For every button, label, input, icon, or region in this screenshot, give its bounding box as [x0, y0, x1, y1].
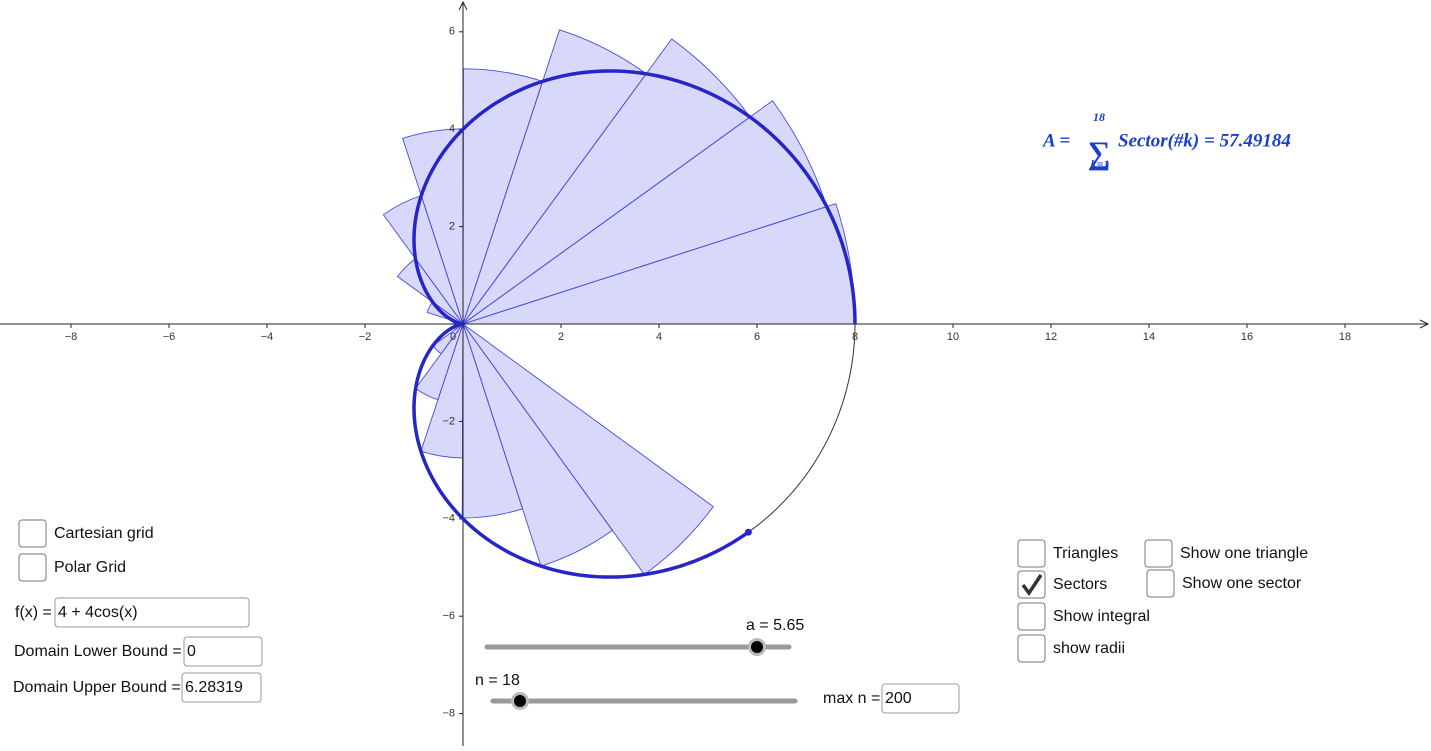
checkbox-label[interactable]: Triangles	[1053, 545, 1118, 562]
x-tick-label: 14	[1143, 331, 1155, 343]
x-tick-label: 6	[754, 331, 760, 343]
input-label: Domain Upper Bound =	[13, 679, 181, 696]
x-tick-label: 18	[1339, 331, 1351, 343]
x-tick-label: 10	[947, 331, 959, 343]
y-tick-label: 6	[449, 26, 455, 38]
y-tick-label: −4	[442, 513, 455, 525]
x-tick-label: −8	[65, 331, 78, 343]
x-tick-label: −4	[261, 331, 274, 343]
input-label: f(x) =	[15, 604, 52, 621]
checkbox[interactable]	[1145, 540, 1172, 567]
x-tick-label: 0	[450, 331, 456, 343]
y-tick-label: 2	[449, 221, 455, 233]
checkbox[interactable]	[1018, 540, 1045, 567]
y-tick-label: −2	[442, 415, 455, 427]
formula-rhs: Sector(#k) = 57.49184	[1118, 130, 1291, 151]
input-value[interactable]: 0	[187, 643, 196, 660]
input-value[interactable]: 6.28319	[185, 679, 243, 696]
checkbox-label[interactable]: Show one sector	[1182, 575, 1302, 592]
checkbox[interactable]	[1147, 570, 1174, 597]
y-tick-label: −8	[442, 708, 455, 720]
formula-lhs: A =	[1042, 130, 1070, 151]
checkbox-label[interactable]: Cartesian grid	[54, 525, 154, 542]
x-tick-label: 4	[656, 331, 662, 343]
checkbox[interactable]	[19, 520, 46, 547]
x-tick-label: 16	[1241, 331, 1253, 343]
input-value[interactable]: 4 + 4cos(x)	[58, 604, 138, 621]
x-tick-label: 12	[1045, 331, 1057, 343]
x-tick-label: −6	[163, 331, 176, 343]
y-tick-label: 4	[449, 123, 455, 135]
slider-label: a = 5.65	[746, 617, 804, 634]
x-tick-label: −2	[359, 331, 372, 343]
checkbox-label[interactable]: Polar Grid	[54, 559, 126, 576]
checkbox-label[interactable]: Show integral	[1053, 608, 1150, 625]
y-tick-label: −6	[442, 610, 455, 622]
checkbox-label[interactable]: show radii	[1053, 640, 1125, 657]
input-value[interactable]: 200	[885, 690, 912, 707]
slider-label: n = 18	[475, 672, 520, 689]
checkbox-label[interactable]: Show one triangle	[1180, 545, 1308, 562]
slider-knob[interactable]	[514, 695, 526, 707]
checkbox[interactable]	[19, 554, 46, 581]
curve-point	[745, 529, 752, 536]
input-label: max n =	[823, 690, 880, 707]
input-label: Domain Lower Bound =	[14, 643, 182, 660]
formula-lower: k=1	[1091, 157, 1110, 171]
checkbox[interactable]	[1018, 603, 1045, 630]
checkbox-label[interactable]: Sectors	[1053, 576, 1107, 593]
checkbox[interactable]	[1018, 635, 1045, 662]
formula-upper: 18	[1093, 110, 1105, 124]
slider-knob[interactable]	[751, 641, 763, 653]
x-tick-label: 2	[558, 331, 564, 343]
